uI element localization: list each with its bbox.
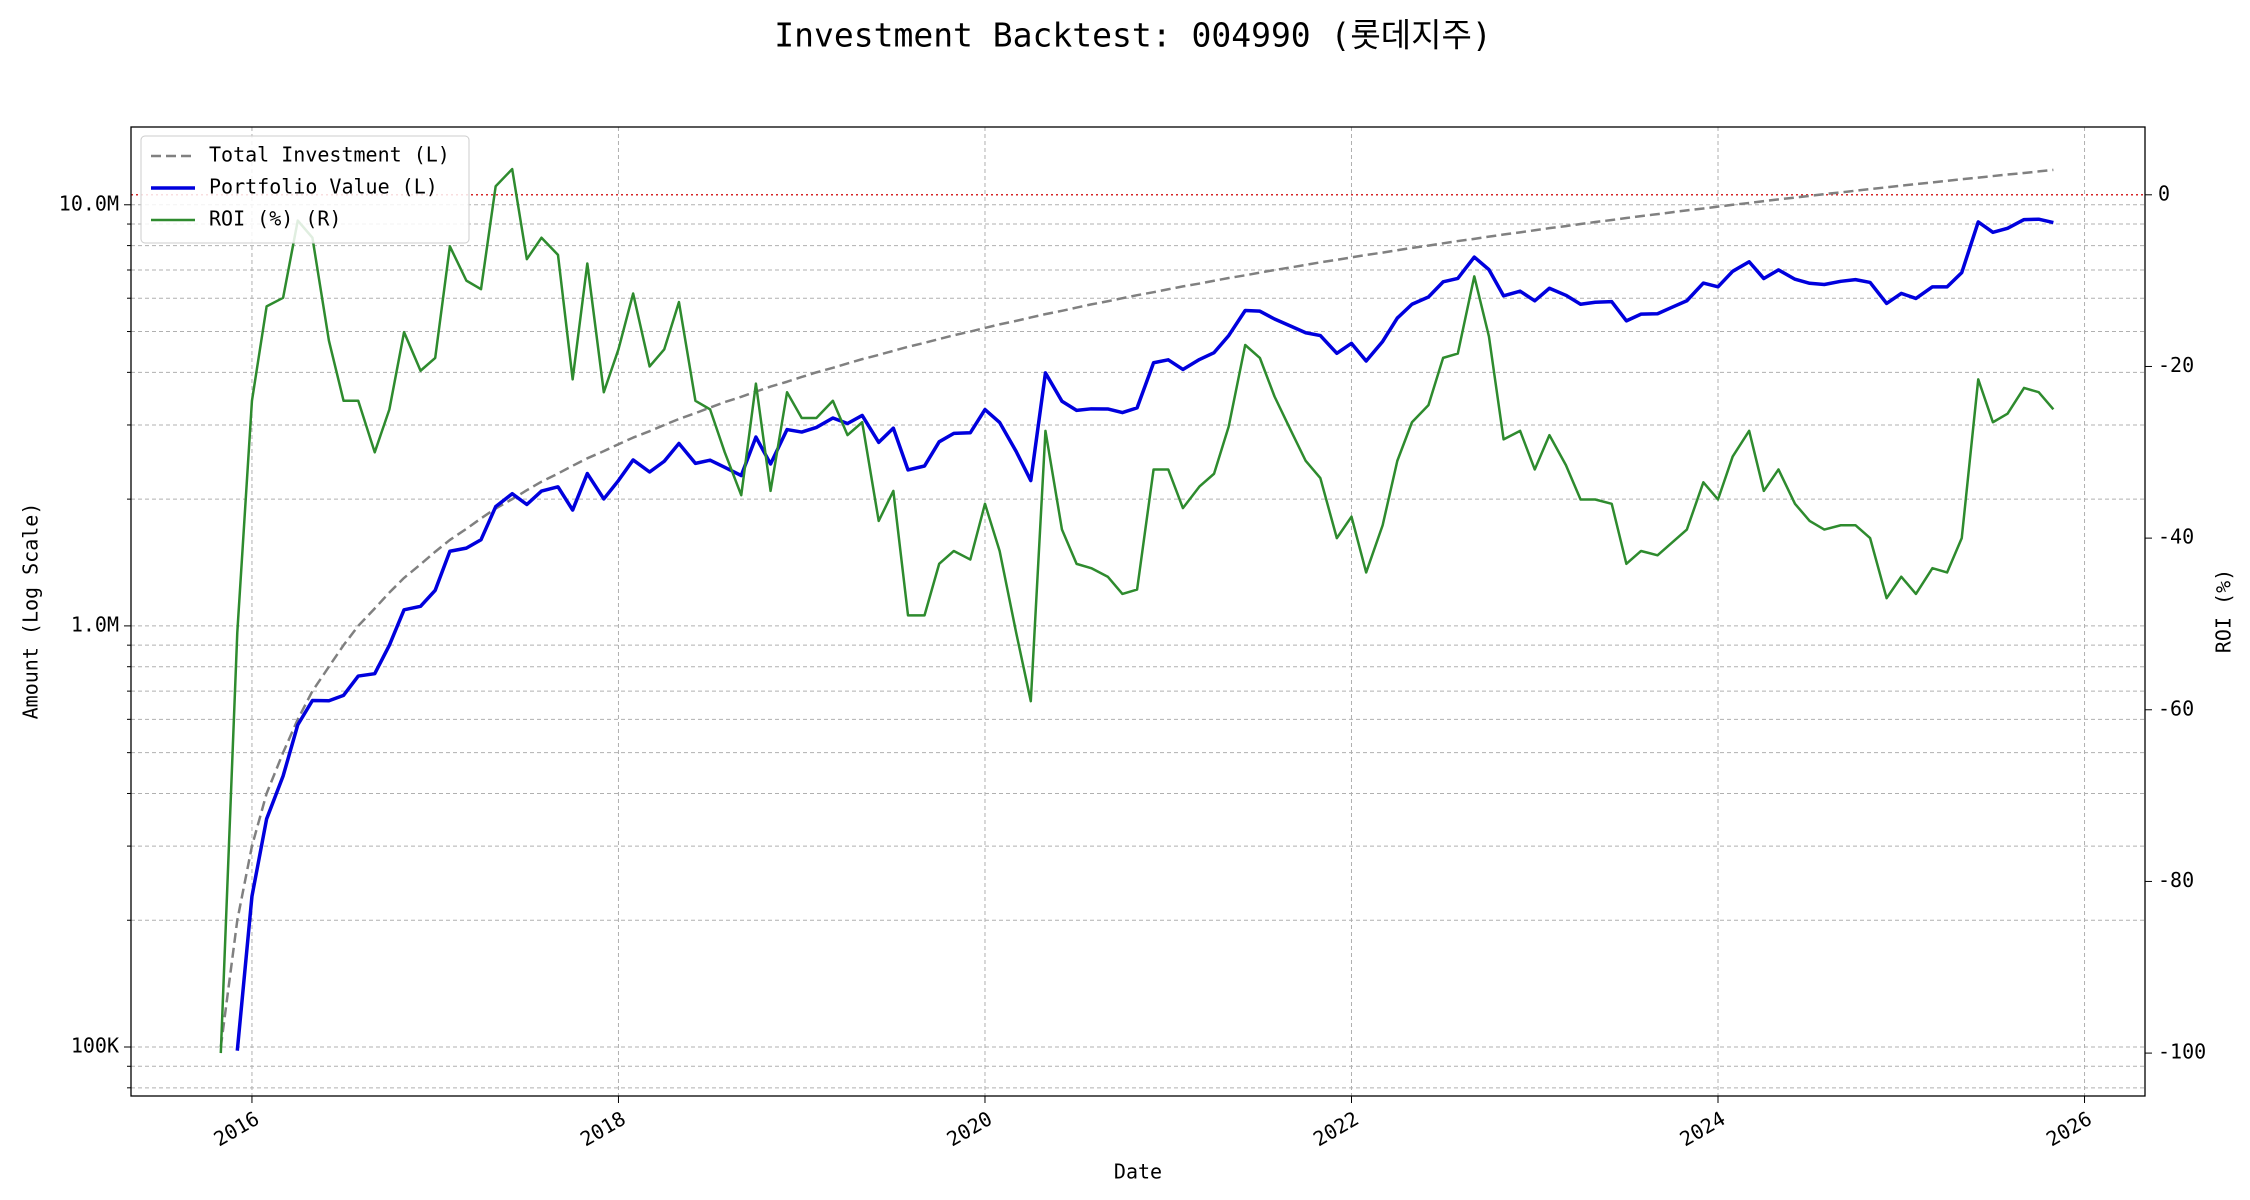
legend-label: Total Investment (L): [209, 143, 450, 167]
series-line: [235, 217, 2054, 1051]
y2-tick-label: -20: [2158, 353, 2194, 377]
y2-tick-label: 0: [2158, 181, 2170, 205]
y-tick-label: 1.0M: [71, 612, 119, 636]
y2-tick-label: -80: [2158, 868, 2194, 892]
series-line: [219, 167, 2055, 1054]
chart-title: Investment Backtest: 004990 (롯데지주): [774, 16, 1491, 55]
x-axis-label: Date: [1114, 1160, 1162, 1184]
y2-tick-label: -100: [2158, 1040, 2206, 1064]
legend: Total Investment (L) Portfolio Value (L) R…: [140, 135, 470, 244]
y2-tick-label: -60: [2158, 696, 2194, 720]
y2-tick-label: -40: [2158, 525, 2194, 549]
plot-frame: [130, 126, 2146, 1097]
legend-label: ROI (%) (R): [209, 207, 341, 231]
series-line: [219, 168, 2054, 1048]
y-tick-label: 10.0M: [59, 191, 119, 215]
y-tick-label: 100K: [71, 1034, 119, 1058]
y-axis-label: Amount (Log Scale): [19, 503, 43, 720]
legend-box: [140, 135, 470, 244]
y2-axis-label: ROI (%): [2212, 569, 2236, 653]
legend-label: Portfolio Value (L): [209, 175, 438, 199]
